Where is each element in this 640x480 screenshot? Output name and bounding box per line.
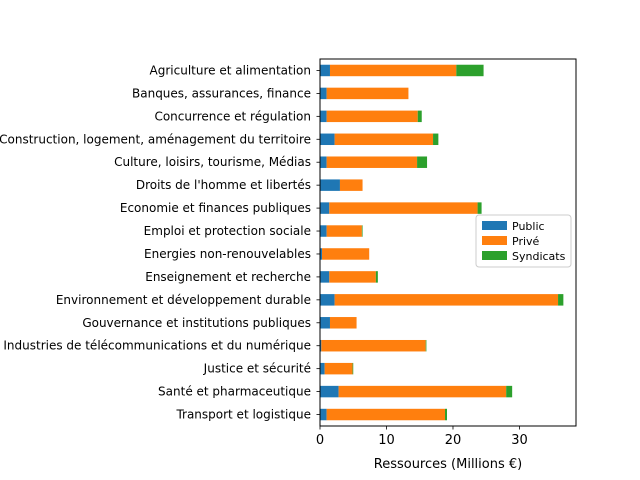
bar-prive-droits-de-l-homme-et-libertes — [339, 179, 363, 191]
bar-public-emploi-et-protection-sociale — [320, 225, 327, 237]
bar-syndicats-economie-et-finances-publiques — [477, 202, 482, 214]
bar-prive-environnement-et-developpement-durable — [334, 294, 559, 306]
bar-public-economie-et-finances-publiques — [320, 202, 330, 214]
category-label: Enseignement et recherche — [145, 270, 311, 284]
bar-syndicats-environnement-et-developpement-durable — [558, 294, 564, 306]
category-label: Droits de l'homme et libertés — [136, 178, 311, 192]
bar-public-enseignement-et-recherche — [320, 271, 330, 283]
category-label: Transport et logistique — [175, 408, 311, 422]
bar-public-concurrence-et-regulation — [320, 110, 327, 123]
x-tick-label: 10 — [378, 433, 395, 448]
bar-syndicats-agriculture-et-alimentation — [456, 64, 484, 77]
bar-public-energies-non-renouvelables — [320, 248, 322, 260]
category-label: Concurrence et régulation — [154, 109, 311, 123]
bar-prive-transport-et-logistique — [326, 408, 446, 421]
legend-swatch-syndicats — [482, 251, 507, 260]
legend-swatch-prive — [482, 236, 507, 245]
legend-swatch-public — [482, 221, 507, 230]
bar-public-culture-loisirs-tourisme-medias — [320, 156, 327, 168]
bar-public-construction-logement-amenagement-du-territoire — [320, 133, 335, 146]
bar-prive-industries-de-telecommunications-et-du-numerique — [321, 339, 426, 352]
bar-syndicats-construction-logement-amenagement-du-territoire — [433, 133, 439, 146]
category-label: Emploi et protection sociale — [144, 224, 311, 238]
bar-public-gouvernance-et-institutions-publiques — [320, 317, 330, 329]
bar-prive-banques-assurances-finance — [326, 87, 409, 100]
bar-prive-energies-non-renouvelables — [321, 248, 370, 260]
bar-prive-sante-et-pharmaceutique — [338, 385, 507, 398]
bars-layer — [320, 64, 564, 421]
category-label: Construction, logement, aménagement du t… — [0, 132, 311, 146]
category-label: Industries de télécommunications et du n… — [3, 339, 311, 353]
bar-public-industries-de-telecommunications-et-du-numerique — [320, 339, 322, 352]
bar-syndicats-transport-et-logistique — [445, 408, 448, 421]
x-axis-ticks: 0 10 20 30 — [316, 426, 528, 448]
bar-syndicats-justice-et-securite — [352, 362, 354, 375]
bar-prive-agriculture-et-alimentation — [329, 64, 457, 77]
bar-prive-justice-et-securite — [324, 362, 353, 375]
x-tick-label: 0 — [316, 433, 324, 448]
bar-prive-culture-loisirs-tourisme-medias — [326, 156, 418, 168]
bar-prive-construction-logement-amenagement-du-territoire — [334, 133, 434, 146]
x-axis-label: Ressources (Millions €) — [374, 457, 522, 472]
legend-label-syndicats: Syndicats — [512, 250, 566, 263]
bar-syndicats-culture-loisirs-tourisme-medias — [417, 156, 428, 168]
category-label: Economie et finances publiques — [120, 201, 311, 215]
legend-label-public: Public — [512, 220, 545, 233]
bar-prive-gouvernance-et-institutions-publiques — [329, 317, 357, 329]
legend-label-prive: Privé — [512, 235, 540, 248]
category-label: Environnement et développement durable — [56, 293, 311, 307]
bar-public-environnement-et-developpement-durable — [320, 294, 335, 306]
bar-syndicats-industries-de-telecommunications-et-du-numerique — [425, 339, 427, 352]
bar-prive-emploi-et-protection-sociale — [326, 225, 362, 237]
legend: Public Privé Syndicats — [475, 214, 572, 268]
category-labels: Agriculture et alimentation Banques, assu… — [0, 63, 320, 422]
bar-syndicats-sante-et-pharmaceutique — [506, 385, 513, 398]
bar-public-agriculture-et-alimentation — [320, 64, 330, 77]
category-label: Banques, assurances, finance — [132, 86, 311, 100]
category-label: Justice et sécurité — [203, 362, 311, 376]
x-tick-label: 20 — [445, 433, 462, 448]
bar-public-justice-et-securite — [320, 362, 325, 375]
bar-public-banques-assurances-finance — [320, 87, 327, 100]
bar-public-sante-et-pharmaceutique — [320, 385, 339, 398]
bar-public-transport-et-logistique — [320, 408, 327, 421]
bar-prive-enseignement-et-recherche — [329, 271, 376, 283]
bar-prive-concurrence-et-regulation — [326, 110, 418, 123]
category-label: Energies non-renouvelables — [144, 247, 311, 261]
plot-frame — [319, 58, 577, 427]
bar-syndicats-enseignement-et-recherche — [375, 271, 378, 283]
bar-syndicats-emploi-et-protection-sociale — [361, 225, 363, 237]
bar-syndicats-concurrence-et-regulation — [417, 110, 422, 123]
category-label: Culture, loisirs, tourisme, Médias — [114, 155, 311, 169]
x-tick-label: 30 — [511, 433, 528, 448]
category-label: Santé et pharmaceutique — [158, 385, 311, 399]
bar-prive-economie-et-finances-publiques — [329, 202, 478, 214]
category-label: Agriculture et alimentation — [150, 63, 311, 77]
bar-public-droits-de-l-homme-et-libertes — [320, 179, 340, 191]
category-label: Gouvernance et institutions publiques — [82, 316, 311, 330]
